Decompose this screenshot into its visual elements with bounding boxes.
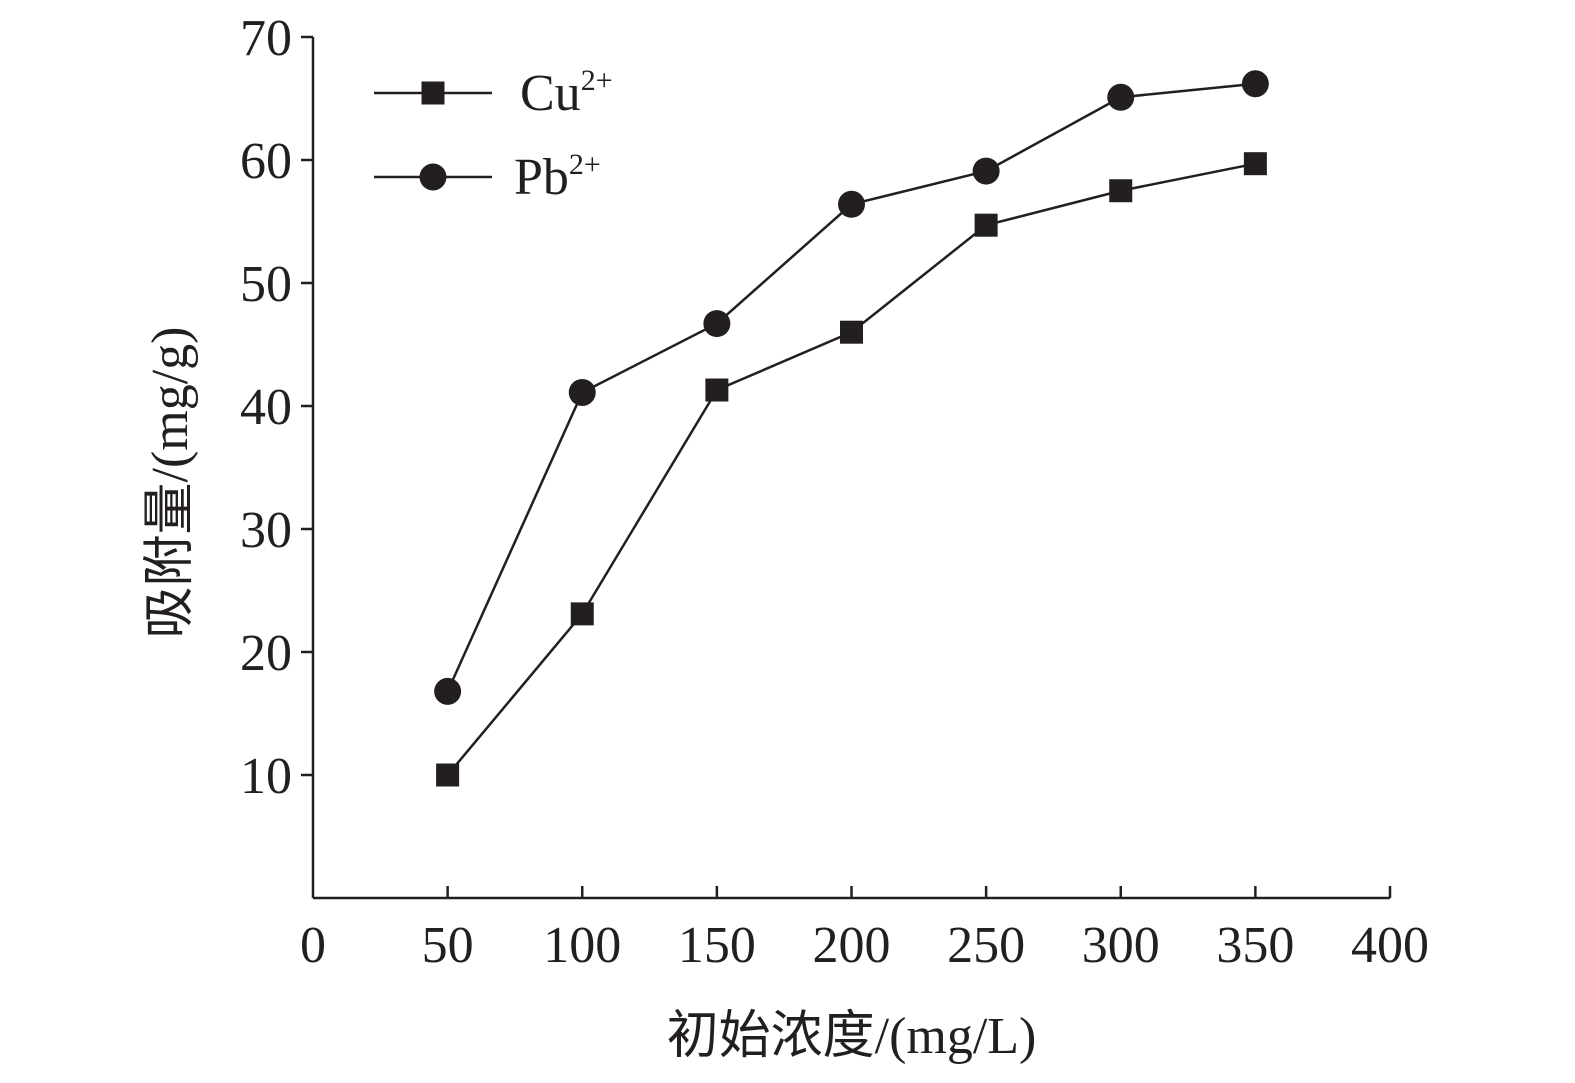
x-tick-label: 150 — [678, 917, 756, 974]
x-tick-label: 200 — [813, 917, 891, 974]
x-tick-label: 0 — [300, 917, 326, 974]
x-tick-label: 300 — [1082, 917, 1160, 974]
y-tick-label: 10 — [240, 748, 292, 805]
y-tick-label: 50 — [240, 256, 292, 313]
legend-label: Pb2+ — [514, 148, 601, 206]
series — [434, 70, 1269, 787]
data-point — [1241, 70, 1269, 98]
y-tick-label: 40 — [240, 379, 292, 436]
data-point — [840, 320, 863, 344]
data-point — [705, 378, 729, 402]
data-point — [838, 190, 865, 218]
data-point — [972, 157, 1000, 185]
data-point — [1107, 83, 1135, 111]
ticks: 0 50 100 150 200 250 300 350 400 10 20 30 40 50 60 70 — [240, 10, 1429, 974]
legend-item: Pb2+ — [374, 148, 601, 206]
data-point — [1109, 179, 1133, 203]
legend-marker — [421, 81, 445, 105]
data-point — [436, 763, 460, 787]
data-point — [434, 677, 462, 705]
legend-item: Cu2+ — [374, 64, 613, 122]
x-axis-title: 初始浓度/(mg/L) — [667, 1008, 1037, 1065]
y-tick-label: 30 — [240, 502, 292, 559]
axes — [311, 37, 1390, 900]
data-point — [703, 310, 731, 338]
series-line — [446, 162, 1256, 776]
legend: Cu2+ Pb2+ — [374, 64, 613, 206]
y-tick-label: 20 — [240, 625, 292, 682]
data-point — [1243, 152, 1267, 176]
series-pb — [434, 70, 1269, 705]
y-tick-label: 70 — [240, 10, 292, 67]
data-point — [568, 378, 596, 406]
x-tick-label: 350 — [1216, 917, 1294, 974]
data-point — [974, 213, 998, 237]
data-point — [570, 602, 594, 626]
x-tick-label: 100 — [543, 917, 621, 974]
x-tick-label: 50 — [422, 917, 474, 974]
x-tick-label: 400 — [1351, 917, 1429, 974]
y-axis-title: 吸附量/(mg/g) — [142, 327, 199, 639]
y-tick-label: 60 — [240, 133, 292, 190]
legend-marker — [419, 163, 447, 191]
legend-label: Cu2+ — [520, 64, 613, 122]
x-tick-label: 250 — [947, 917, 1025, 974]
series-cu — [436, 152, 1267, 787]
